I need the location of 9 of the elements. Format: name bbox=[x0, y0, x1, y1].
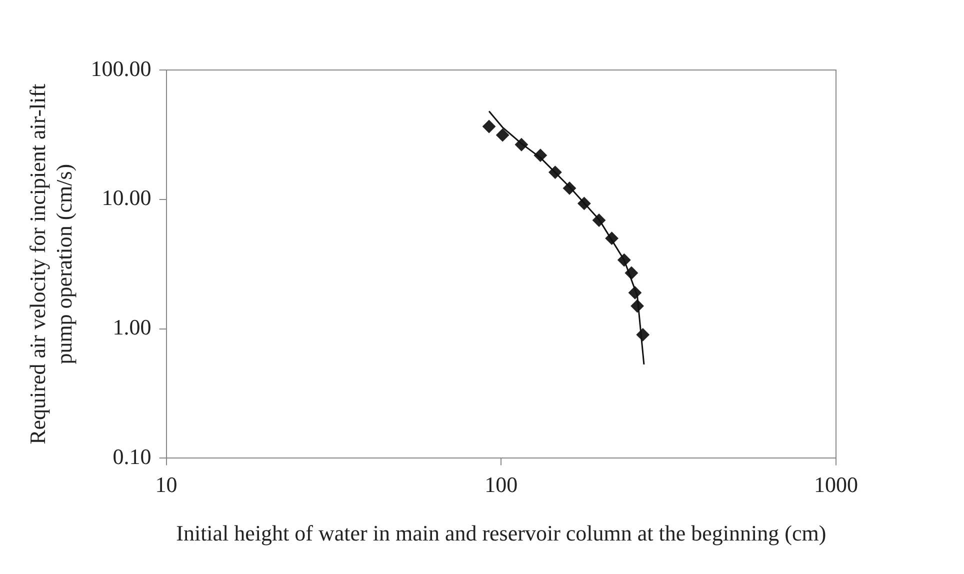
x-axis-title: Initial height of water in main and reservoir column at the beginning (cm) bbox=[176, 520, 826, 546]
x-tick-label: 10 bbox=[155, 472, 178, 498]
y-tick-label: 10.00 bbox=[102, 185, 152, 210]
x-tick-label: 100 bbox=[484, 472, 518, 498]
y-tick-label: 100.00 bbox=[90, 56, 152, 81]
y-tick-label: 0.10 bbox=[112, 444, 152, 469]
y-tick-label: 1.00 bbox=[112, 314, 152, 340]
y-axis-title: Required air velocity for incipient air-lift pump operation (cm/s) bbox=[24, 84, 76, 444]
x-tick-label: 1000 bbox=[814, 472, 858, 498]
